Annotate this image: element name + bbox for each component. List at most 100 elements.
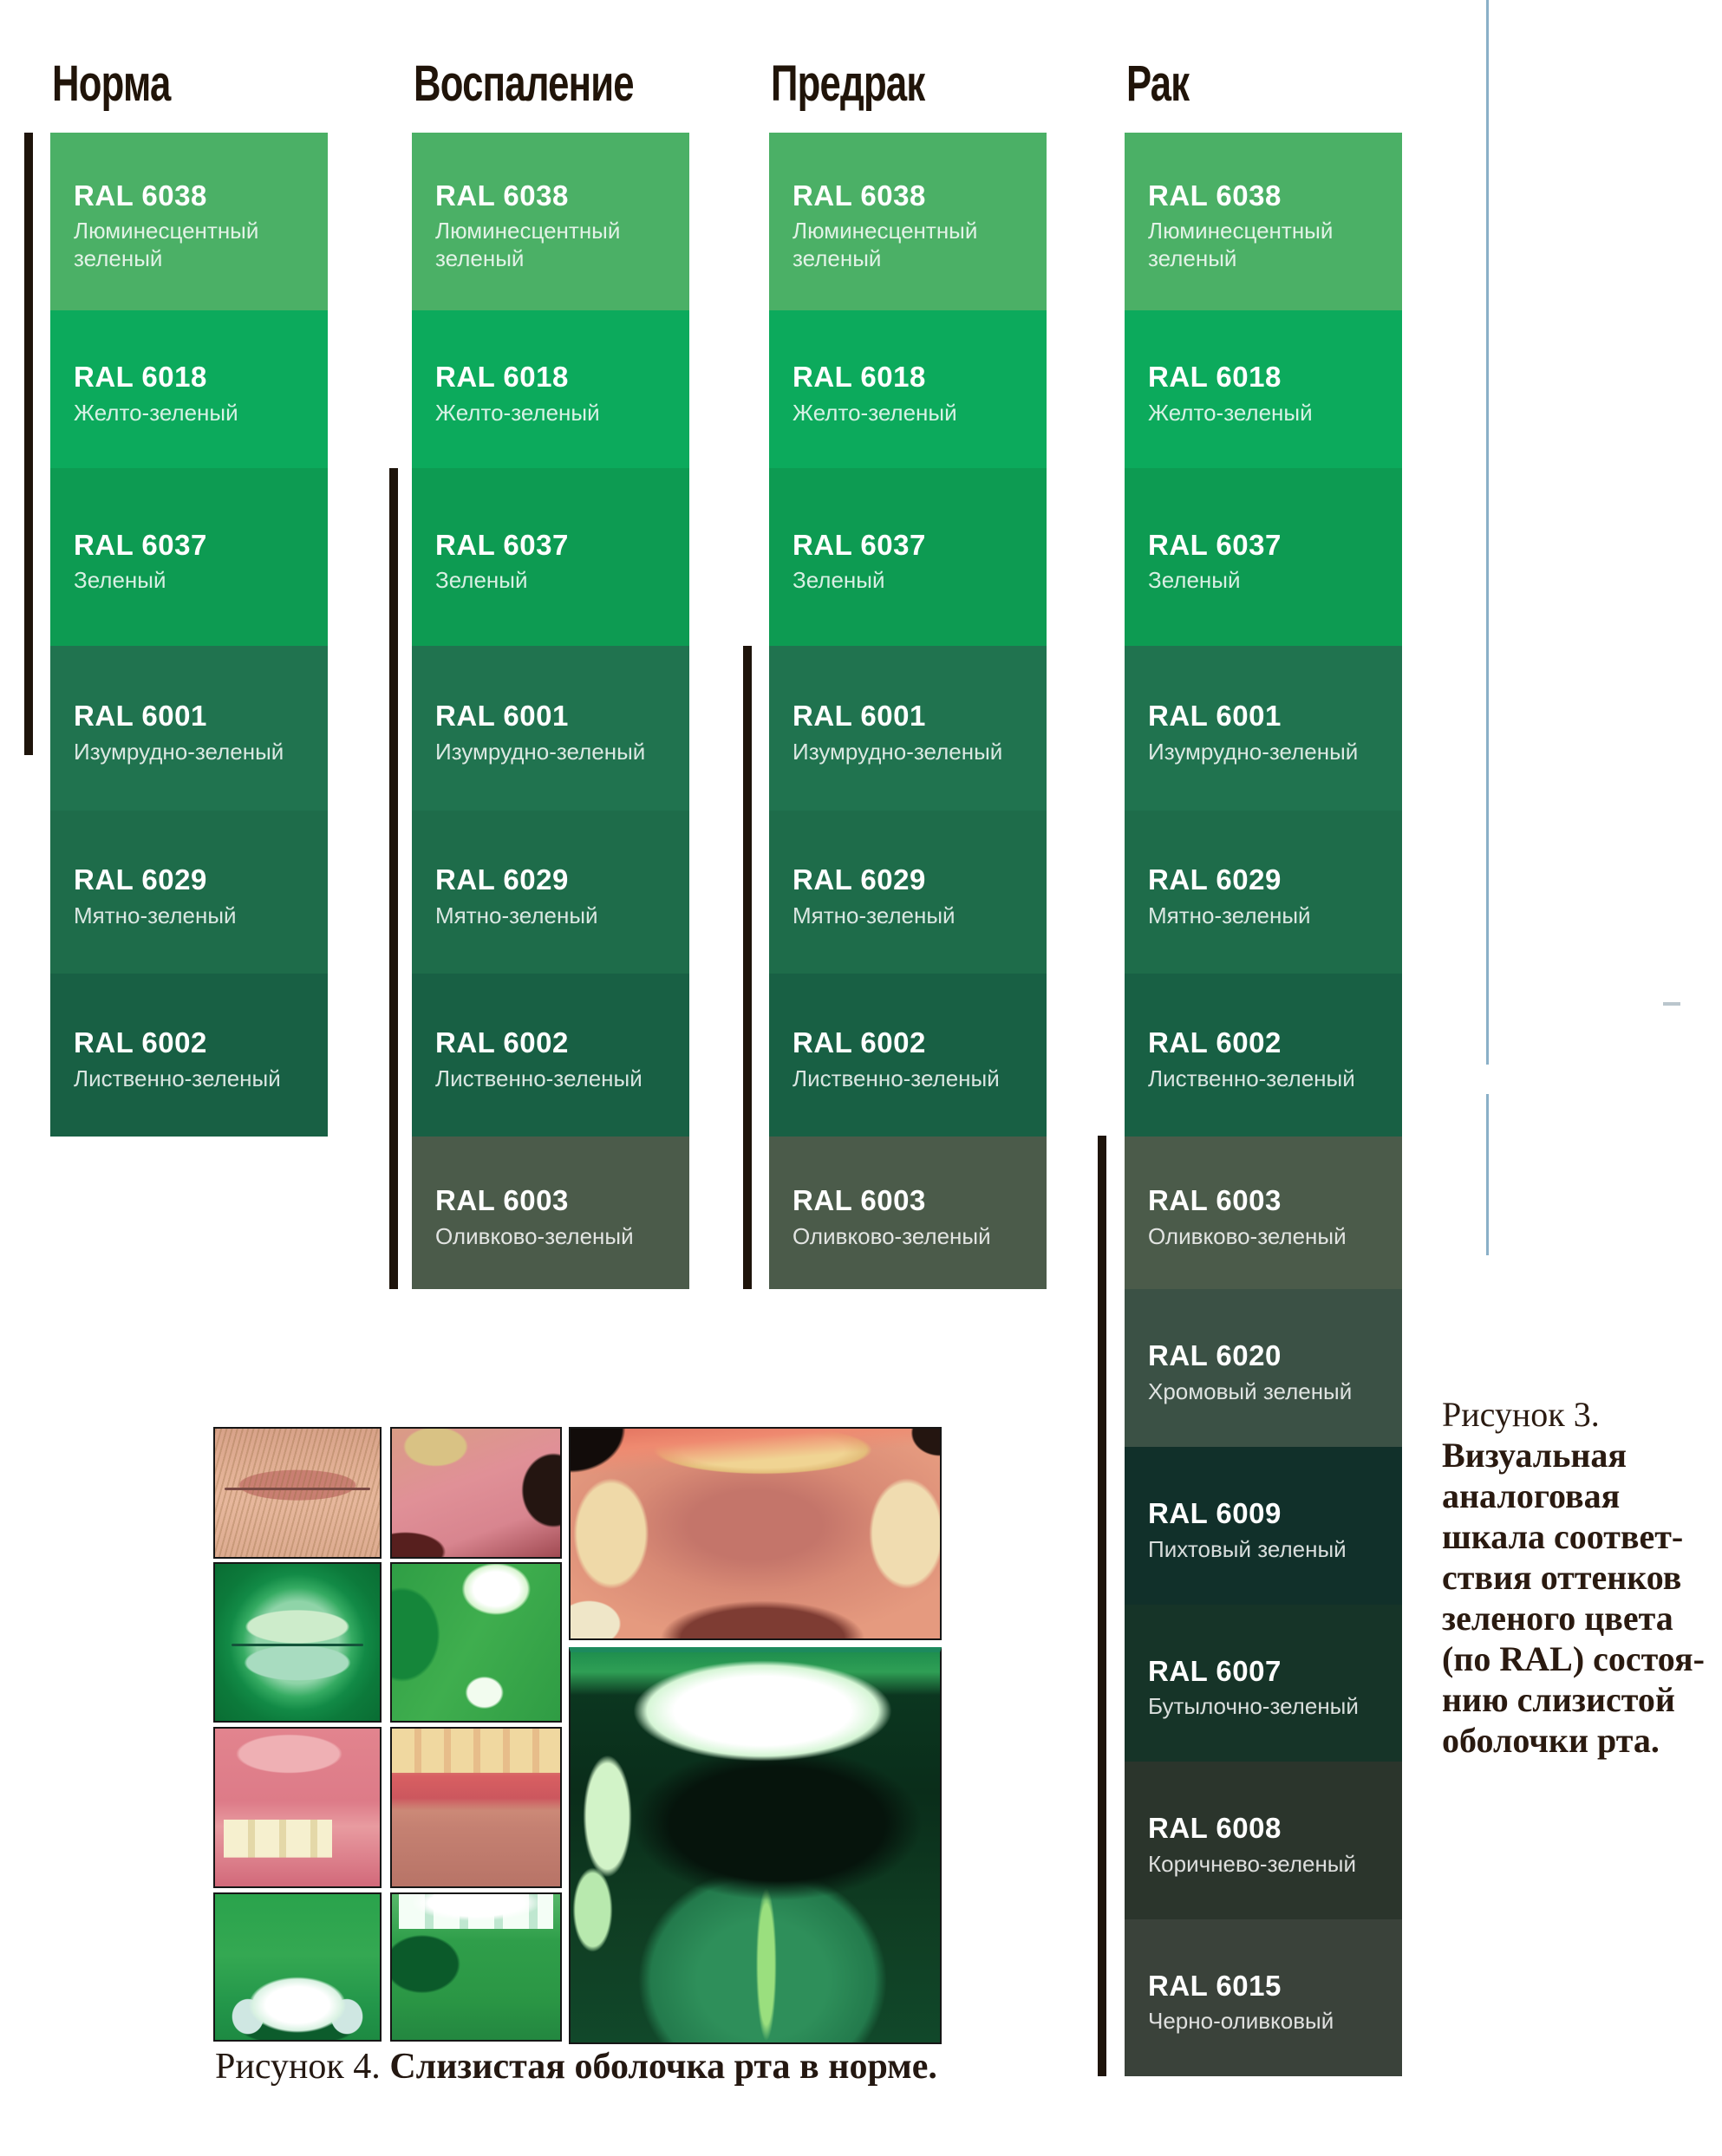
ral-code-label: RAL 6018 [1148, 361, 1282, 394]
ral-code-label: RAL 6002 [1148, 1026, 1282, 1059]
ral-name-label: Зеленый [74, 567, 166, 594]
figure3-caption-line: аналоговая [1442, 1476, 1621, 1515]
ral-swatch-6038: RAL 6038 Люминесцентный зеленый [50, 133, 328, 310]
ral-name-label: Пихтовый зеленый [1148, 1535, 1347, 1562]
ral-swatch-6018: RAL 6018 Желто-зеленый [412, 310, 689, 468]
scan-artifact-dash [1663, 1002, 1680, 1006]
photo-green-fluorescence [390, 1562, 562, 1723]
ral-swatch-6029: RAL 6029 Мятно-зеленый [1125, 811, 1402, 974]
ral-swatch-6009: RAL 6009 Пихтовый зеленый [1125, 1447, 1402, 1605]
ral-code-label: RAL 6003 [435, 1184, 569, 1217]
range-bar-rak [1098, 1136, 1106, 2076]
ral-code-label: RAL 6029 [74, 863, 207, 896]
ral-name-label: Зеленый [1148, 567, 1241, 594]
ral-swatch-6002: RAL 6002 Лиственно-зеленый [412, 974, 689, 1137]
figure3-caption-line: ствия оттенков [1442, 1558, 1682, 1597]
ral-swatch-6015: RAL 6015 Черно-оливковый [1125, 1919, 1402, 2076]
ral-code-label: RAL 6001 [1148, 700, 1282, 733]
ral-code-label: RAL 6018 [793, 361, 926, 394]
figure3-caption-line: (по RAL) состоя- [1442, 1639, 1705, 1678]
ral-code-label: RAL 6018 [74, 361, 207, 394]
column-header-predrak: Предрак [771, 54, 969, 112]
ral-code-label: RAL 6038 [793, 179, 926, 212]
swatch-column-rak: RAL 6038 Люминесцентный зеленый RAL 6018 Же… [1125, 133, 1402, 2076]
ral-code-label: RAL 6038 [74, 179, 207, 212]
ral-code-label: RAL 6009 [1148, 1497, 1282, 1530]
ral-name-label: Бутылочно-зеленый [1148, 1693, 1359, 1720]
photo-green-glowing-teeth [213, 1892, 382, 2042]
ral-code-label: RAL 6029 [435, 863, 569, 896]
ral-code-label: RAL 6037 [1148, 528, 1282, 561]
ral-swatch-6029: RAL 6029 Мятно-зеленый [50, 811, 328, 974]
ral-swatch-6001: RAL 6001 Изумрудно-зеленый [50, 646, 328, 811]
ral-name-label: Изумрудно-зеленый [793, 738, 1003, 765]
ral-code-label: RAL 6002 [793, 1026, 926, 1059]
ral-name-label: Мятно-зеленый [793, 902, 956, 928]
ral-name-label: Изумрудно-зеленый [1148, 738, 1359, 765]
ral-name-label: Зеленый [435, 567, 528, 594]
ral-swatch-6008: RAL 6008 Коричнево-зеленый [1125, 1762, 1402, 1919]
range-bar-predrak [743, 646, 752, 1289]
ral-code-label: RAL 6002 [74, 1026, 207, 1059]
ral-swatch-6002: RAL 6002 Лиственно-зеленый [769, 974, 1047, 1137]
figure3-caption-line: Рисунок 3. [1442, 1395, 1600, 1434]
ral-name-label: Коричнево-зеленый [1148, 1850, 1357, 1877]
figure3-caption: Рисунок 3. Визуальная аналоговая шкала соот… [1442, 1394, 1722, 1761]
column-header-norma: Норма [52, 54, 204, 112]
figure3-caption-line: Визуальная [1442, 1436, 1627, 1475]
ral-name-label: Лиственно-зеленый [1148, 1065, 1355, 1091]
ral-code-label: RAL 6001 [435, 700, 569, 733]
swatch-column-norma: RAL 6038 Люминесцентный зеленый RAL 6018 Же… [50, 133, 328, 1137]
ral-swatch-6037: RAL 6037 Зеленый [50, 468, 328, 646]
photo-cheek-mirror [390, 1427, 562, 1559]
ral-code-label: RAL 6038 [1148, 179, 1282, 212]
photo-palate-arch [569, 1427, 942, 1640]
ral-code-label: RAL 6038 [435, 179, 569, 212]
ral-name-label: Изумрудно-зеленый [74, 738, 284, 765]
ral-swatch-6018: RAL 6018 Желто-зеленый [769, 310, 1047, 468]
ral-code-label: RAL 6037 [74, 528, 207, 561]
figure3-caption-line: зеленого цвета [1442, 1599, 1673, 1638]
ral-name-label: Лиственно-зеленый [74, 1065, 281, 1091]
ral-name-label: Желто-зеленый [74, 399, 238, 426]
ral-code-label: RAL 6002 [435, 1026, 569, 1059]
ral-swatch-6038: RAL 6038 Люминесцентный зеленый [412, 133, 689, 310]
ral-code-label: RAL 6003 [793, 1184, 926, 1217]
ral-name-label: Черно-оливковый [1148, 2008, 1334, 2035]
ral-code-label: RAL 6029 [793, 863, 926, 896]
ral-swatch-6003: RAL 6003 Оливково-зеленый [1125, 1137, 1402, 1289]
ral-swatch-6037: RAL 6037 Зеленый [1125, 468, 1402, 646]
column-header-rak: Рак [1126, 54, 1207, 112]
ral-name-label: Люминесцентный зеленый [793, 218, 978, 272]
photo-gingiva-mucosa [390, 1727, 562, 1888]
ral-name-label: Мятно-зеленый [74, 902, 237, 928]
ral-name-label: Желто-зеленый [1148, 399, 1313, 426]
photo-green-filter-lips [213, 1562, 382, 1723]
photo-green-arch-fluorescence [569, 1647, 942, 2044]
ral-name-label: Мятно-зеленый [435, 902, 598, 928]
ral-swatch-6018: RAL 6018 Желто-зеленый [50, 310, 328, 468]
ral-name-label: Оливково-зеленый [435, 1222, 634, 1249]
ral-name-label: Люминесцентный зеленый [74, 218, 259, 272]
ral-swatch-6002: RAL 6002 Лиственно-зеленый [1125, 974, 1402, 1137]
column-header-label: Воспаление [414, 55, 635, 112]
ral-code-label: RAL 6020 [1148, 1339, 1282, 1372]
figure3-caption-line: шкала соответ- [1442, 1517, 1684, 1556]
ral-swatch-6001: RAL 6001 Изумрудно-зеленый [769, 646, 1047, 811]
vertical-rule-bottom [1486, 1094, 1489, 1255]
ral-swatch-6038: RAL 6038 Люминесцентный зеленый [1125, 133, 1402, 310]
figure4-caption-prefix: Рисунок 4. [215, 2047, 381, 2087]
ral-name-label: Оливково-зеленый [1148, 1222, 1347, 1249]
ral-code-label: RAL 6029 [1148, 863, 1282, 896]
swatch-column-vospalenie: RAL 6038 Люминесцентный зеленый RAL 6018 Же… [412, 133, 689, 1289]
ral-swatch-6029: RAL 6029 Мятно-зеленый [769, 811, 1047, 974]
ral-swatch-6003: RAL 6003 Оливково-зеленый [769, 1137, 1047, 1289]
ral-code-label: RAL 6008 [1148, 1812, 1282, 1845]
figure4-caption: Рисунок 4. Слизистая оболочка рта в норм… [215, 2046, 1082, 2088]
ral-swatch-6002: RAL 6002 Лиственно-зеленый [50, 974, 328, 1137]
ral-swatch-6001: RAL 6001 Изумрудно-зеленый [412, 646, 689, 811]
ral-swatch-6007: RAL 6007 Бутылочно-зеленый [1125, 1605, 1402, 1762]
column-header-label: Рак [1126, 55, 1190, 112]
ral-code-label: RAL 6037 [793, 528, 926, 561]
